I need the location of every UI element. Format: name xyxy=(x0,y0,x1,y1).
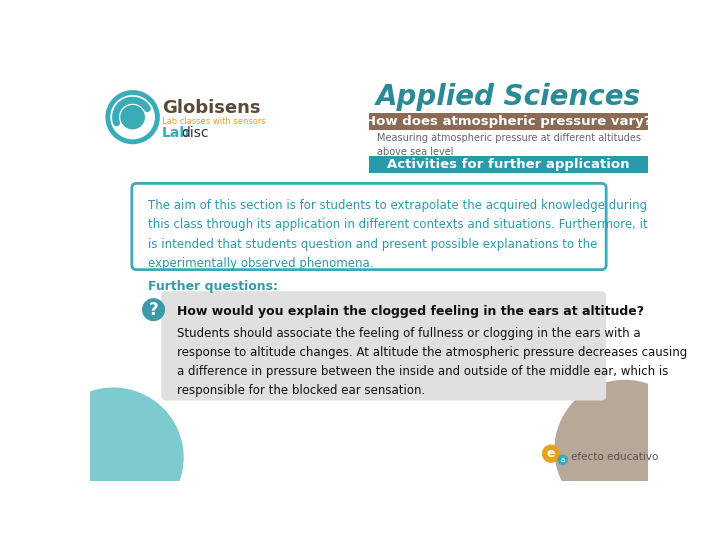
Circle shape xyxy=(143,299,164,320)
Text: efecto educativo: efecto educativo xyxy=(571,452,659,462)
FancyBboxPatch shape xyxy=(132,184,606,269)
Circle shape xyxy=(555,381,695,519)
Text: a: a xyxy=(561,457,565,463)
Text: How would you explain the clogged feeling in the ears at altitude?: How would you explain the clogged feelin… xyxy=(177,305,644,318)
Text: Applied Sciences: Applied Sciences xyxy=(376,83,641,111)
Text: Measuring atmospheric pressure at different altitudes
above sea level: Measuring atmospheric pressure at differ… xyxy=(377,133,641,157)
Circle shape xyxy=(43,388,183,527)
Text: Lab classes with sensors: Lab classes with sensors xyxy=(162,117,266,125)
Circle shape xyxy=(121,106,144,129)
FancyBboxPatch shape xyxy=(369,157,648,173)
FancyBboxPatch shape xyxy=(161,291,606,401)
Text: The aim of this section is for students to extrapolate the acquired knowledge du: The aim of this section is for students … xyxy=(148,199,648,271)
Text: Lab: Lab xyxy=(162,126,190,139)
Text: Activities for further application: Activities for further application xyxy=(387,158,630,171)
Text: disc: disc xyxy=(181,126,209,139)
Text: Further questions:: Further questions: xyxy=(148,280,278,293)
FancyBboxPatch shape xyxy=(369,113,648,130)
Text: Globisens: Globisens xyxy=(162,99,261,117)
Circle shape xyxy=(558,455,567,464)
Text: How does atmospheric pressure vary?: How does atmospheric pressure vary? xyxy=(365,115,652,129)
Text: ?: ? xyxy=(148,301,158,319)
Text: e: e xyxy=(547,447,555,460)
Text: Students should associate the feeling of fullness or clogging in the ears with a: Students should associate the feeling of… xyxy=(177,327,687,396)
Circle shape xyxy=(543,445,559,462)
